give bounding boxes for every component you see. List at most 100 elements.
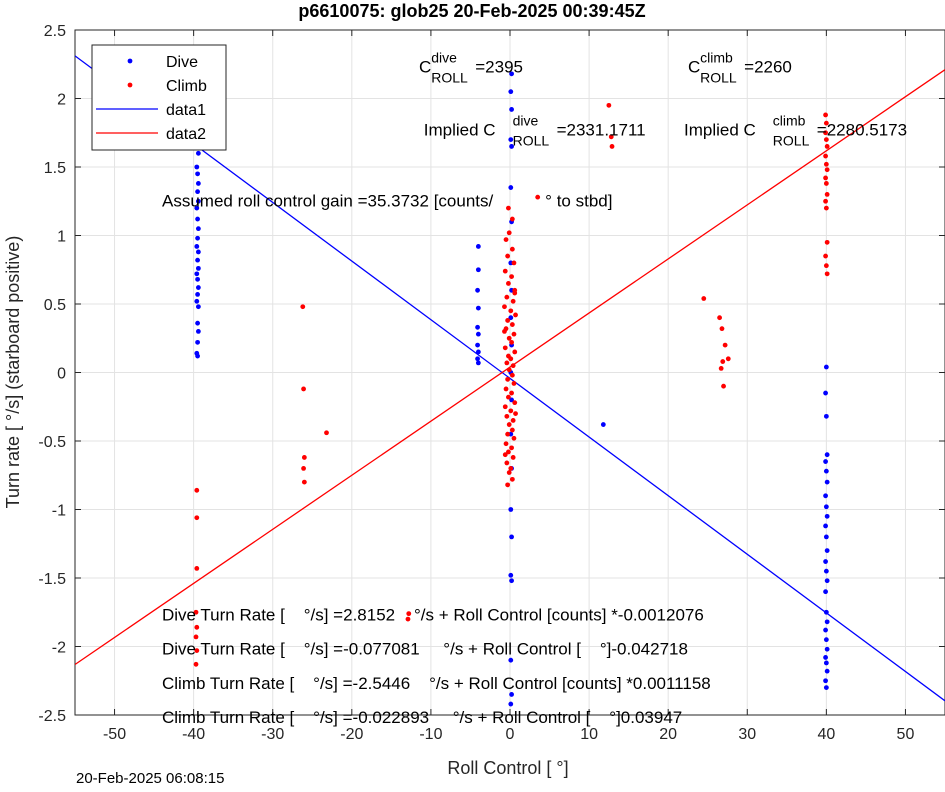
point-dive	[509, 71, 514, 77]
point-climb	[505, 431, 511, 437]
point-climb	[324, 430, 329, 436]
x-tick-label: -20	[340, 726, 363, 743]
annotation-subscript: ROLL	[431, 69, 468, 85]
annotation-symbol: Implied C	[424, 120, 496, 139]
point-climb	[504, 460, 510, 466]
point-climb	[503, 441, 509, 447]
point-dive	[824, 479, 830, 485]
point-dive	[195, 249, 201, 255]
y-tick-label: 1.5	[44, 160, 66, 177]
x-tick-label: -50	[103, 726, 126, 743]
point-dive	[823, 559, 828, 564]
x-tick-label: -30	[261, 726, 284, 743]
point-climb	[725, 356, 731, 362]
x-tick-label: 30	[738, 726, 756, 743]
point-climb	[505, 253, 511, 259]
point-dive	[824, 646, 830, 652]
y-tick-label: -0.5	[38, 434, 66, 451]
axes: -50 -40 -30 -20 -10 0 10 20 30 40 50-2.5-2-1.5-1-0…	[38, 23, 945, 743]
point-dive	[195, 150, 201, 156]
point-climb	[823, 112, 828, 118]
point-dive	[823, 678, 828, 684]
point-climb	[509, 445, 514, 451]
x-tick-label: 20	[659, 726, 677, 743]
annotation-text: Climb Turn Rate [ °/s] =-2.5446 °/s + Ro…	[162, 674, 711, 693]
annotation-value: =2331.1711	[557, 120, 646, 139]
point-dive	[824, 619, 830, 625]
point-climb	[509, 476, 515, 482]
point-dive	[195, 339, 200, 345]
point-dive	[194, 205, 200, 211]
point-climb	[502, 345, 508, 351]
annotation-superscript: climb	[773, 112, 806, 128]
point-dive	[824, 513, 830, 519]
point-dive	[509, 144, 514, 149]
point-climb	[502, 268, 508, 274]
point-dive	[823, 364, 829, 370]
point-dive	[195, 353, 200, 359]
point-dive	[508, 701, 514, 707]
series-line-data1	[75, 55, 945, 702]
point-climb	[506, 230, 512, 236]
y-tick-label: 2.5	[44, 23, 66, 40]
point-climb	[301, 455, 307, 460]
point-climb	[823, 181, 829, 186]
point-climb	[510, 418, 516, 423]
point-climb	[502, 329, 507, 334]
point-climb	[823, 263, 829, 269]
point-climb	[506, 205, 511, 211]
annotation-subscript: ROLL	[773, 132, 810, 148]
point-dive	[475, 331, 481, 337]
point-dive	[195, 235, 200, 241]
point-dive	[823, 390, 828, 396]
annotation-text: Dive Turn Rate [ °/s] =-0.077081 °/s + R…	[162, 640, 688, 659]
data-points	[193, 71, 830, 707]
point-climb	[504, 360, 510, 366]
y-tick-label: -2.5	[38, 708, 66, 725]
point-climb	[194, 566, 200, 571]
point-climb	[503, 237, 509, 243]
point-climb	[823, 120, 829, 126]
point-dive	[508, 507, 514, 512]
point-climb	[502, 452, 508, 458]
point-dive	[195, 171, 200, 177]
point-climb	[505, 376, 511, 382]
point-climb	[508, 466, 514, 471]
annotation-implied-dive: Implied C dive ROLL =2331.1711	[424, 112, 646, 148]
point-climb	[535, 194, 541, 200]
point-dive	[823, 493, 828, 499]
point-climb	[512, 290, 518, 296]
chart-title: p6610075: glob25 20-Feb-2025 00:39:45Z	[298, 1, 645, 21]
point-climb	[502, 404, 508, 410]
point-dive	[824, 548, 830, 553]
point-dive	[194, 164, 200, 170]
point-dive	[475, 305, 481, 311]
annotation-eq-dive-deg: Dive Turn Rate [ °/s] =-0.077081 °/s + R…	[162, 640, 688, 659]
point-climb	[722, 342, 728, 348]
point-dive	[823, 627, 828, 633]
annotation-symbol: Implied C	[684, 120, 756, 139]
point-climb	[194, 624, 200, 630]
point-dive	[508, 137, 514, 143]
point-dive	[823, 589, 828, 595]
point-dive	[509, 578, 514, 584]
x-tick-label: 40	[817, 726, 835, 743]
point-dive	[509, 397, 514, 403]
point-climb	[506, 281, 511, 286]
annotation-symbol: C	[419, 57, 431, 76]
legend-label: data2	[166, 126, 206, 143]
point-climb	[509, 372, 515, 378]
point-dive	[195, 189, 200, 195]
point-dive	[195, 265, 201, 271]
point-dive	[195, 257, 200, 263]
point-dive	[824, 452, 830, 458]
point-climb	[505, 482, 511, 488]
point-dive	[823, 637, 829, 643]
point-climb	[512, 400, 518, 406]
point-dive	[823, 660, 829, 666]
point-dive	[823, 655, 828, 660]
point-dive	[508, 657, 514, 663]
